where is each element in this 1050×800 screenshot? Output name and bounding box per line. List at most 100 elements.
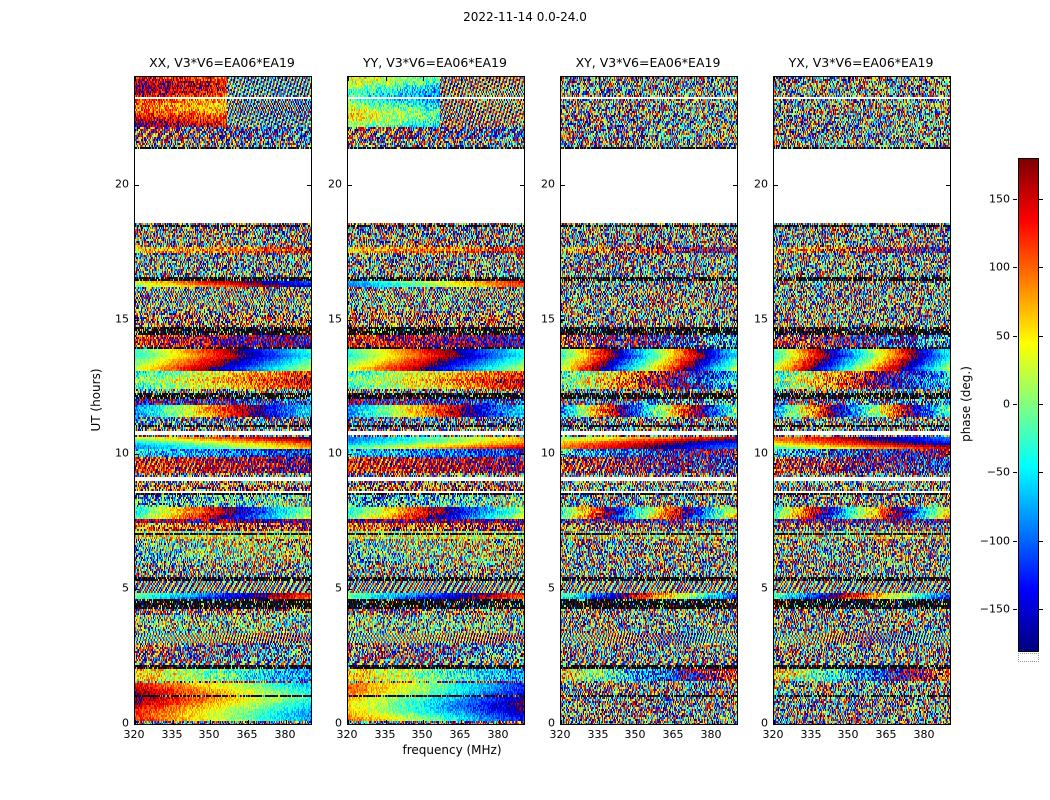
x-tick xyxy=(712,77,713,81)
y-tick xyxy=(946,454,950,455)
x-tick-label: 350 xyxy=(198,728,220,741)
x-tick xyxy=(812,720,813,724)
y-tick xyxy=(520,724,524,725)
x-tick-label: 380 xyxy=(487,728,509,741)
x-tick-label: 380 xyxy=(274,728,296,741)
x-tick xyxy=(636,720,637,724)
x-tick xyxy=(135,77,136,81)
colorbar-tick xyxy=(1013,336,1017,337)
x-tick xyxy=(423,77,424,81)
x-tick xyxy=(499,720,500,724)
x-tick-label: 320 xyxy=(336,728,358,741)
x-tick xyxy=(674,720,675,724)
y-tick-label: 20 xyxy=(541,177,555,191)
x-tick xyxy=(386,720,387,724)
y-tick xyxy=(733,454,737,455)
x-tick xyxy=(849,77,850,81)
x-tick-label: 320 xyxy=(549,728,571,741)
y-tick xyxy=(774,320,778,321)
colorbar-tick xyxy=(1039,404,1043,405)
plot-area xyxy=(773,76,951,725)
x-tick-label: 365 xyxy=(449,728,471,741)
y-tick-label: 5 xyxy=(761,581,768,595)
y-tick xyxy=(307,320,311,321)
colorbar-tick-label: 150 xyxy=(989,192,1010,206)
x-tick-label: 320 xyxy=(123,728,145,741)
x-tick xyxy=(210,720,211,724)
x-tick xyxy=(461,720,462,724)
colorbar-tick-label: 50 xyxy=(996,329,1010,343)
x-tick-label: 350 xyxy=(411,728,433,741)
y-tick-label: 5 xyxy=(122,581,129,595)
x-tick xyxy=(173,77,174,81)
y-tick-label: 15 xyxy=(541,312,555,326)
y-tick xyxy=(307,724,311,725)
colorbar-tick-label: −50 xyxy=(986,465,1010,479)
x-tick-label: 365 xyxy=(875,728,897,741)
colorbar xyxy=(1018,158,1039,652)
y-tick-label: 10 xyxy=(115,446,129,460)
x-tick-label: 320 xyxy=(762,728,784,741)
y-tick xyxy=(561,185,565,186)
y-tick xyxy=(348,454,352,455)
x-tick xyxy=(173,720,174,724)
colorbar-tick-label: −150 xyxy=(979,602,1010,616)
x-axis-label: frequency (MHz) xyxy=(402,743,502,757)
colorbar-tick xyxy=(1013,199,1017,200)
colorbar-tick xyxy=(1013,404,1017,405)
y-tick xyxy=(307,454,311,455)
colorbar-tick-label: 0 xyxy=(1003,397,1010,411)
x-tick xyxy=(423,720,424,724)
y-tick xyxy=(946,724,950,725)
x-tick-label: 380 xyxy=(913,728,935,741)
colorbar-tick xyxy=(1039,267,1043,268)
x-tick-label: 365 xyxy=(236,728,258,741)
y-tick xyxy=(733,589,737,590)
colorbar-tick xyxy=(1039,609,1043,610)
x-tick xyxy=(286,720,287,724)
x-tick xyxy=(210,77,211,81)
y-tick xyxy=(348,589,352,590)
y-tick-label: 0 xyxy=(761,716,768,730)
colorbar-tick xyxy=(1039,472,1043,473)
y-tick xyxy=(520,454,524,455)
x-tick-label: 350 xyxy=(624,728,646,741)
y-tick-label: 5 xyxy=(548,581,555,595)
panel-title: XX, V3*V6=EA06*EA19 xyxy=(149,55,295,70)
colorbar-gradient-canvas xyxy=(1019,159,1038,651)
plot-area xyxy=(347,76,525,725)
colorbar-tick xyxy=(1039,336,1043,337)
colorbar-tick xyxy=(1013,541,1017,542)
y-tick xyxy=(946,589,950,590)
y-tick-label: 0 xyxy=(335,716,342,730)
y-tick xyxy=(135,589,139,590)
x-tick xyxy=(348,720,349,724)
x-tick xyxy=(599,77,600,81)
y-tick xyxy=(774,724,778,725)
y-tick-label: 10 xyxy=(754,446,768,460)
phase-heatmap-canvas xyxy=(561,77,737,724)
y-tick-label: 0 xyxy=(548,716,555,730)
panel-title: YX, V3*V6=EA06*EA19 xyxy=(788,55,934,70)
y-tick xyxy=(348,185,352,186)
y-tick xyxy=(135,320,139,321)
x-tick xyxy=(636,77,637,81)
figure-title: 2022-11-14 0.0-24.0 xyxy=(463,10,587,24)
x-tick xyxy=(248,720,249,724)
x-tick xyxy=(286,77,287,81)
y-tick xyxy=(135,185,139,186)
x-tick-label: 335 xyxy=(587,728,609,741)
plot-area xyxy=(134,76,312,725)
colorbar-label: phase (deg.) xyxy=(959,366,973,442)
x-tick xyxy=(774,77,775,81)
y-tick xyxy=(561,589,565,590)
x-tick xyxy=(812,77,813,81)
x-tick-label: 335 xyxy=(161,728,183,741)
y-tick-label: 10 xyxy=(541,446,555,460)
x-tick xyxy=(712,720,713,724)
panel-title: XY, V3*V6=EA06*EA19 xyxy=(575,55,721,70)
phase-heatmap-canvas xyxy=(135,77,311,724)
y-tick-label: 15 xyxy=(754,312,768,326)
x-tick xyxy=(248,77,249,81)
